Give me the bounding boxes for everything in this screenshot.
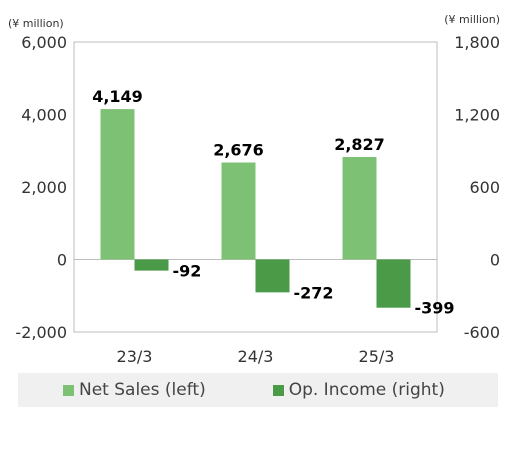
left-tick-label: 2,000 [21, 178, 67, 197]
data-label-op-income: -272 [294, 283, 334, 302]
left-axis-ticks: 6,000 4,000 2,000 0 -2,000 [15, 33, 67, 342]
right-axis-ticks: 1,800 1,200 600 0 -600 [454, 33, 500, 342]
left-tick-label: 0 [57, 251, 67, 270]
legend: Net Sales (left) Op. Income (right) [18, 373, 498, 407]
bars [100, 109, 411, 308]
data-label-op-income: -92 [173, 262, 202, 281]
right-tick-label: -600 [464, 323, 500, 342]
legend-label-net-sales: Net Sales (left) [79, 380, 206, 400]
right-tick-label: 1,800 [454, 33, 500, 52]
right-axis-unit: (¥ million) [444, 13, 500, 26]
data-label-net-sales: 4,149 [92, 87, 143, 106]
bar-op-income [376, 259, 411, 308]
category-labels: 23/3 24/3 25/3 [117, 347, 395, 366]
bar-net-sales [100, 109, 135, 260]
right-tick-label: 0 [490, 251, 500, 270]
category-label: 25/3 [359, 347, 395, 366]
legend-item-op-income: Op. Income (right) [272, 380, 445, 400]
data-label-net-sales: 2,827 [334, 135, 385, 154]
data-label-net-sales: 2,676 [213, 140, 264, 159]
bar-op-income [255, 259, 290, 293]
left-tick-label: 6,000 [21, 33, 67, 52]
data-labels: 4,149 -92 2,676 -272 2,827 -399 [92, 87, 454, 318]
bar-net-sales [342, 157, 377, 260]
legend-item-net-sales: Net Sales (left) [63, 380, 206, 400]
legend-label-op-income: Op. Income (right) [288, 380, 445, 400]
category-label: 23/3 [117, 347, 153, 366]
category-label: 24/3 [238, 347, 274, 366]
legend-swatch-op-income [272, 384, 284, 396]
right-tick-label: 1,200 [454, 106, 500, 125]
plot-frame [73, 41, 438, 333]
left-tick-label: -2,000 [15, 323, 67, 342]
left-tick-label: 4,000 [21, 106, 67, 125]
bar-net-sales [221, 162, 256, 260]
left-axis-unit: (¥ million) [8, 17, 64, 30]
data-label-op-income: -399 [415, 299, 455, 318]
right-tick-label: 600 [469, 178, 500, 197]
legend-swatch-net-sales [63, 384, 74, 396]
bar-op-income [134, 259, 169, 271]
